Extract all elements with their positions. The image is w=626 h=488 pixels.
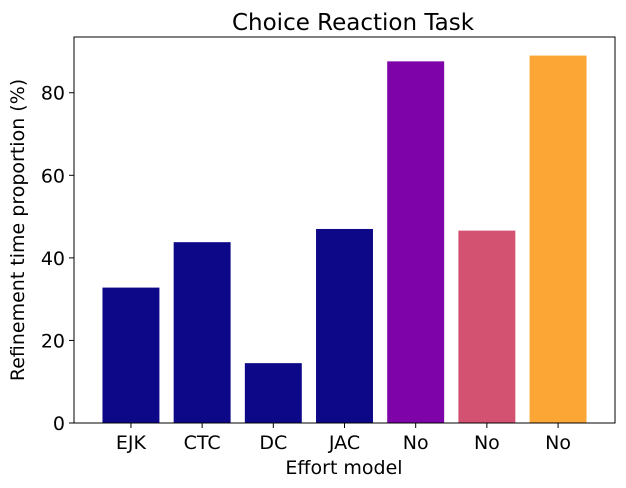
y-tick-label-0: 0 — [53, 413, 65, 435]
x-tick-label-3: JAC — [328, 432, 360, 454]
bar-0 — [102, 287, 160, 423]
bar-1 — [173, 242, 231, 423]
y-tick-label-3: 60 — [41, 165, 65, 187]
x-axis-label: Effort model — [285, 457, 402, 479]
y-tick-label-1: 20 — [41, 330, 65, 352]
x-tick-label-6: No — [545, 432, 571, 454]
x-tick-label-1: CTC — [184, 432, 221, 454]
y-tick-label-4: 80 — [41, 83, 65, 105]
x-tick-label-0: EJK — [116, 432, 147, 454]
bar-4 — [387, 61, 445, 424]
y-axis: 0 20 40 60 80 — [41, 83, 74, 435]
bar-5 — [458, 230, 516, 423]
bar-3 — [316, 228, 373, 423]
bar-2 — [244, 363, 302, 423]
chart-title: Choice Reaction Task — [232, 10, 475, 36]
x-tick-label-5: No — [474, 432, 500, 454]
plot-area — [73, 36, 616, 424]
y-tick-label-2: 40 — [41, 248, 65, 270]
x-axis: EJK CTC DC JAC No No No — [116, 423, 571, 454]
bar-6 — [529, 55, 587, 423]
x-tick-label-2: DC — [259, 432, 287, 454]
y-axis-label: Refinement time proportion (%) — [7, 79, 29, 381]
x-tick-label-4: No — [403, 432, 429, 454]
